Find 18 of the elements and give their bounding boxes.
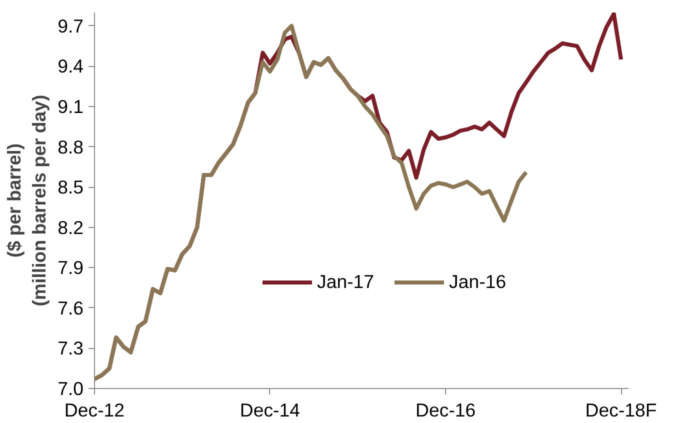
y-tick-label: 8.8 (58, 136, 84, 158)
y-tick-label: 9.4 (58, 56, 84, 77)
y-tick-label: 9.1 (58, 96, 84, 117)
legend-label: Jan-17 (317, 271, 374, 293)
y-axis-title: ($ per barrel) (million barrels per day) (3, 94, 50, 306)
y-tick-label: 7.9 (58, 257, 84, 278)
line-series (94, 24, 528, 382)
y-tick-label: 8.5 (58, 176, 84, 198)
y-tick-label: 8.2 (58, 216, 84, 238)
x-tick-label: Dec-14 (240, 400, 300, 420)
legend-label: Jan-16 (449, 271, 506, 293)
y-tick-label: 7.3 (58, 338, 84, 359)
y-tick-label: 7.6 (58, 297, 84, 318)
y-tick-label: 9.7 (58, 15, 84, 36)
x-tick-label: Dec-16 (416, 400, 476, 420)
y-tick-label: 7.0 (58, 378, 84, 399)
x-tick-label: Dec-18F (585, 400, 657, 420)
x-tick-label: Dec-12 (64, 400, 125, 420)
